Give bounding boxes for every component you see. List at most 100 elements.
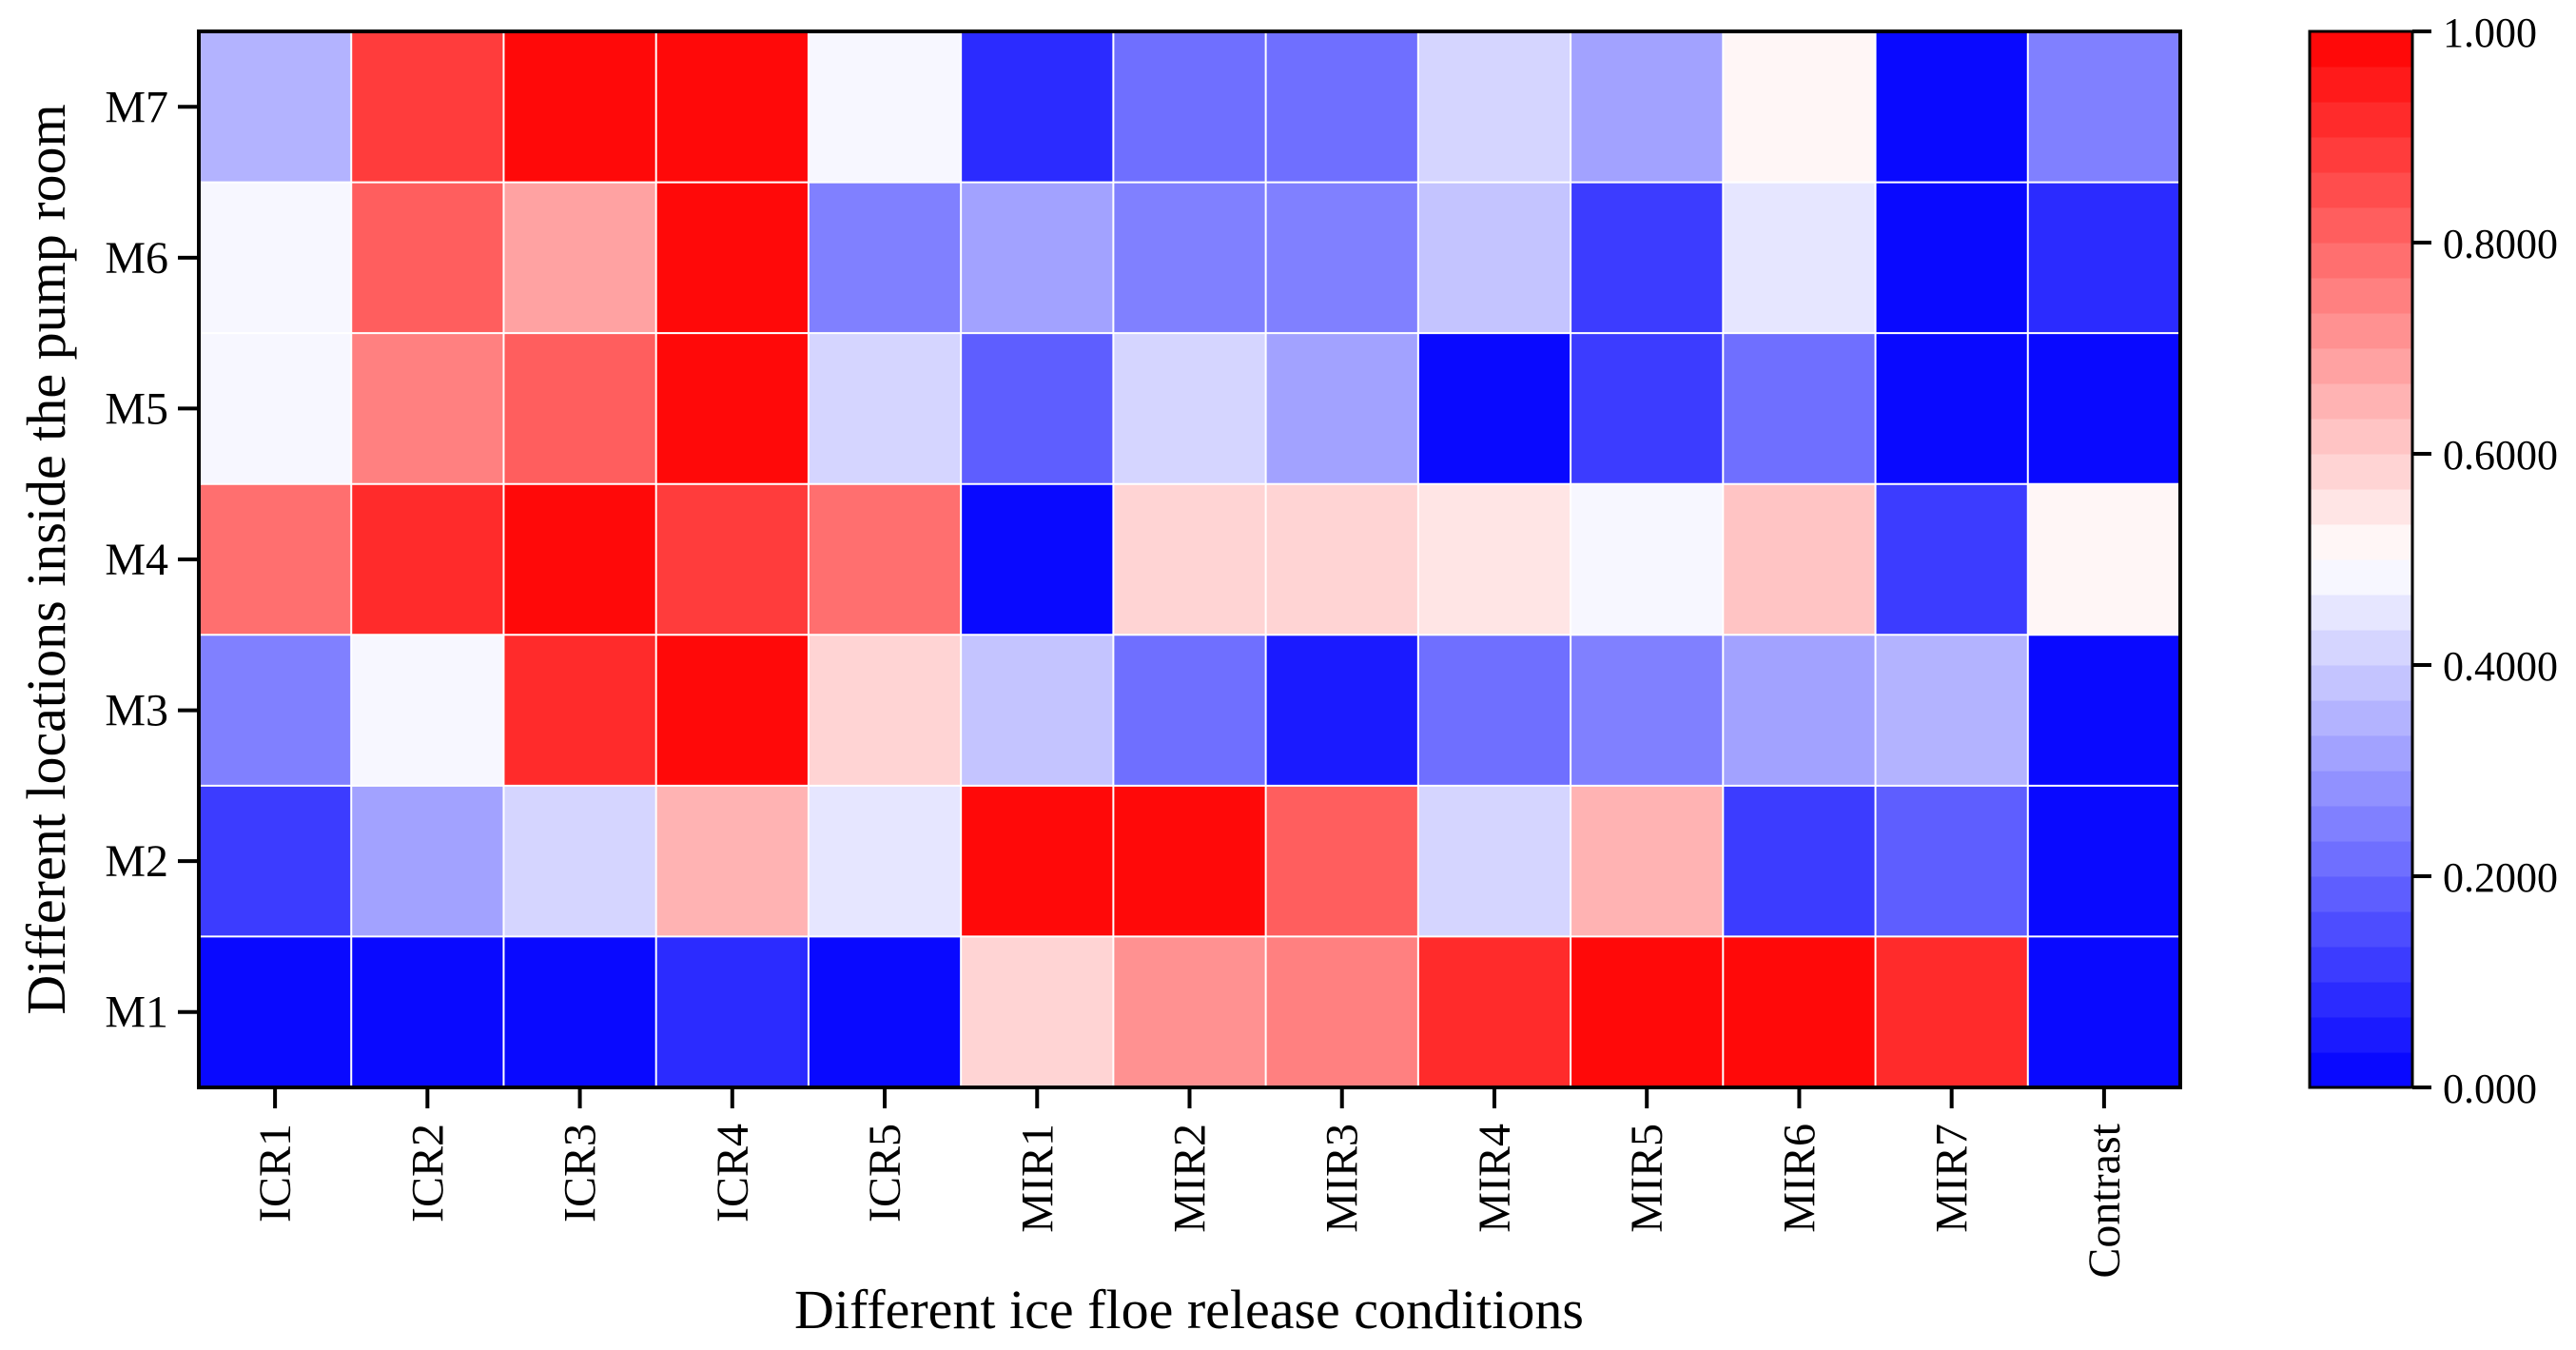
heatmap-cell-m4-icr5 bbox=[808, 483, 962, 636]
y-tick-label: M5 bbox=[105, 383, 168, 434]
heatmap-cell-m5-icr4 bbox=[655, 333, 810, 485]
heatmap-cell-m7-mir3 bbox=[1265, 31, 1419, 184]
colorbar-band bbox=[2310, 207, 2412, 244]
heatmap-cell-m4-mir7 bbox=[1875, 483, 2029, 636]
heatmap-cell-m1-icr1 bbox=[199, 936, 352, 1088]
colorbar-tick-label: 0.4000 bbox=[2443, 643, 2558, 690]
heatmap-cell-m5-mir7 bbox=[1875, 333, 2029, 485]
heatmap-cell-m5-mir3 bbox=[1265, 333, 1419, 485]
heatmap-cell-m7-icr4 bbox=[655, 31, 810, 184]
heatmap-cell-m2-icr4 bbox=[655, 785, 810, 937]
y-tick-label: M6 bbox=[105, 233, 168, 284]
x-axis-label: Different ice floe release conditions bbox=[794, 1279, 1584, 1340]
heatmap-cell-m2-mir4 bbox=[1417, 785, 1571, 937]
colorbar-band bbox=[2310, 947, 2412, 983]
y-tick-label: M2 bbox=[105, 836, 168, 887]
heatmap-cell-m2-icr3 bbox=[503, 785, 657, 937]
heatmap-cell-m5-contrast bbox=[2027, 333, 2181, 485]
heatmap-cell-m4-mir3 bbox=[1265, 483, 1419, 636]
heatmap-cell-m5-icr3 bbox=[503, 333, 657, 485]
cell-grid-lines bbox=[199, 31, 2180, 1087]
heatmap-cell-m6-icr1 bbox=[199, 182, 352, 334]
heatmap-cell-m4-mir2 bbox=[1113, 483, 1267, 636]
colorbar-tick-label: 0.2000 bbox=[2443, 854, 2558, 901]
heatmap-cell-m1-mir7 bbox=[1875, 936, 2029, 1088]
heatmap-cell-m1-icr4 bbox=[655, 936, 810, 1088]
heatmap-cell-m7-mir6 bbox=[1723, 31, 1877, 184]
heatmap-cell-m3-mir6 bbox=[1723, 635, 1877, 787]
heatmap-cell-m2-mir1 bbox=[961, 785, 1114, 937]
heatmap-cell-m5-icr1 bbox=[199, 333, 352, 485]
x-tick-label: MIR1 bbox=[1012, 1124, 1063, 1233]
heatmap-cell-m7-mir2 bbox=[1113, 31, 1267, 184]
heatmap-cell-m7-icr3 bbox=[503, 31, 657, 184]
colorbar-band bbox=[2310, 348, 2412, 384]
x-tick-label: MIR7 bbox=[1927, 1124, 1978, 1233]
heatmap-cell-m2-icr2 bbox=[351, 785, 504, 937]
heatmap-cell-m3-icr2 bbox=[351, 635, 504, 787]
heatmap-cell-m3-contrast bbox=[2027, 635, 2181, 787]
colorbar-band bbox=[2310, 911, 2412, 948]
heatmap-cell-m5-mir2 bbox=[1113, 333, 1267, 485]
heatmap-cell-m4-icr1 bbox=[199, 483, 352, 636]
heatmap-cell-m5-mir4 bbox=[1417, 333, 1571, 485]
heatmap-cell-m6-mir3 bbox=[1265, 182, 1419, 334]
y-tick-label: M3 bbox=[105, 686, 168, 736]
y-axis-label: Different locations inside the pump room bbox=[15, 104, 77, 1014]
heatmap-cell-m2-icr1 bbox=[199, 785, 352, 937]
heatmap-cell-m5-mir6 bbox=[1723, 333, 1877, 485]
colorbar-band bbox=[2310, 595, 2412, 631]
x-tick-label: ICR1 bbox=[250, 1124, 301, 1223]
heatmap-cell-m7-mir1 bbox=[961, 31, 1114, 184]
heatmap-cell-m2-mir2 bbox=[1113, 785, 1267, 937]
heatmap-cell-m7-icr5 bbox=[808, 31, 962, 184]
heatmap-cell-m2-mir5 bbox=[1571, 785, 1724, 937]
heatmap-cell-m6-icr4 bbox=[655, 182, 810, 334]
colorbar-band bbox=[2310, 735, 2412, 772]
heatmap-cell-m1-icr3 bbox=[503, 936, 657, 1088]
colorbar-band bbox=[2310, 454, 2412, 490]
colorbar: 0.000 0.2000 0.4000 0.6000 0.8000 1.000 bbox=[2308, 10, 2558, 1112]
heatmap-cell-m7-icr1 bbox=[199, 31, 352, 184]
colorbar-band bbox=[2310, 806, 2412, 842]
colorbar-tick-label: 1.000 bbox=[2443, 10, 2537, 56]
colorbar-band bbox=[2310, 982, 2412, 1018]
colorbar-band bbox=[2310, 559, 2412, 596]
colorbar-tick-label: 0.000 bbox=[2443, 1066, 2537, 1112]
colorbar-band bbox=[2310, 876, 2412, 912]
heatmap-cell-m7-mir7 bbox=[1875, 31, 2029, 184]
heatmap-cell-m3-icr3 bbox=[503, 635, 657, 787]
heatmap-cell-m7-contrast bbox=[2027, 31, 2181, 184]
heatmap-cell-m1-mir3 bbox=[1265, 936, 1419, 1088]
x-tick-label: MIR2 bbox=[1165, 1124, 1216, 1233]
heatmap-cells bbox=[199, 31, 2181, 1088]
heatmap-cell-m4-icr2 bbox=[351, 483, 504, 636]
heatmap-cell-m3-mir1 bbox=[961, 635, 1114, 787]
heatmap-cell-m1-contrast bbox=[2027, 936, 2181, 1088]
colorbar-frame bbox=[2308, 29, 2414, 1089]
heatmap-cell-m4-contrast bbox=[2027, 483, 2181, 636]
heatmap-cell-m2-contrast bbox=[2027, 785, 2181, 937]
heatmap-cell-m6-mir5 bbox=[1571, 182, 1724, 334]
heatmap-cell-m1-mir6 bbox=[1723, 936, 1877, 1088]
heatmap-cell-m6-mir2 bbox=[1113, 182, 1267, 334]
heatmap-cell-m5-mir1 bbox=[961, 333, 1114, 485]
heatmap-cell-m4-icr4 bbox=[655, 483, 810, 636]
colorbar-band bbox=[2310, 243, 2412, 279]
colorbar-band bbox=[2310, 383, 2412, 420]
x-tick-label: Contrast bbox=[2079, 1123, 2130, 1278]
heatmap-cell-m7-icr2 bbox=[351, 31, 504, 184]
y-axis-ticks: M7 M6 M5 M4 M3 M2 M1 bbox=[105, 82, 199, 1038]
heatmap-cell-m3-mir5 bbox=[1571, 635, 1724, 787]
heatmap-cell-m2-mir6 bbox=[1723, 785, 1877, 937]
colorbar-band bbox=[2310, 31, 2412, 68]
colorbar-band bbox=[2310, 102, 2412, 138]
heatmap-cell-m1-mir2 bbox=[1113, 936, 1267, 1088]
x-tick-label: MIR3 bbox=[1317, 1124, 1368, 1233]
colorbar-band bbox=[2310, 172, 2412, 208]
heatmap-cell-m4-mir6 bbox=[1723, 483, 1877, 636]
colorbar-band bbox=[2310, 665, 2412, 701]
heatmap-cell-m6-icr2 bbox=[351, 182, 504, 334]
colorbar-band bbox=[2310, 67, 2412, 103]
